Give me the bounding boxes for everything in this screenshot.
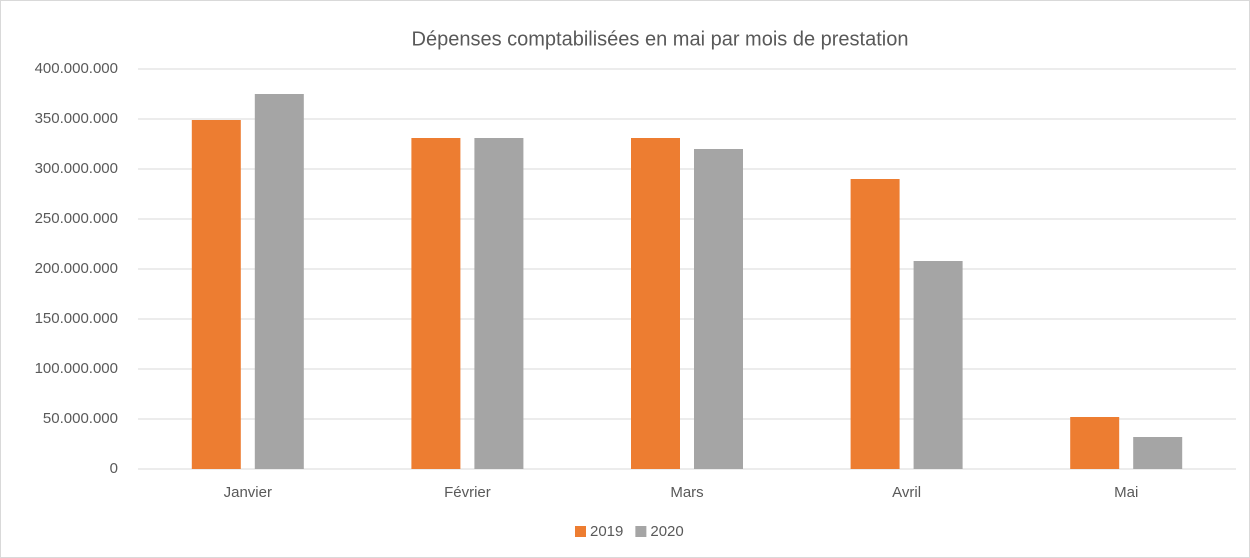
x-tick-label: Mai — [1114, 484, 1138, 501]
y-tick-label: 100.000.000 — [35, 360, 118, 377]
y-tick-label: 50.000.000 — [43, 410, 118, 427]
bar — [191, 120, 241, 469]
y-tick-label: 400.000.000 — [35, 60, 118, 77]
bar — [411, 138, 461, 469]
bar — [850, 179, 900, 469]
x-tick-label: Mars — [670, 484, 703, 501]
x-tick-label: Janvier — [224, 484, 272, 501]
legend-swatch — [635, 526, 647, 537]
bar — [913, 261, 963, 469]
x-tick-label: Février — [444, 484, 491, 501]
y-tick-label: 300.000.000 — [35, 160, 118, 177]
legend-label: 2020 — [650, 523, 683, 540]
bar — [254, 94, 304, 469]
bar — [1070, 417, 1120, 469]
legend-label: 2019 — [590, 523, 623, 540]
y-tick-label: 200.000.000 — [35, 260, 118, 277]
y-tick-label: 250.000.000 — [35, 210, 118, 227]
chart-title: Dépenses comptabilisées en mai par mois … — [412, 28, 909, 50]
bar — [694, 149, 743, 469]
x-tick-label: Avril — [892, 484, 921, 501]
y-tick-label: 350.000.000 — [35, 110, 118, 127]
bar — [474, 138, 524, 469]
y-tick-label: 0 — [110, 460, 118, 477]
y-tick-label: 150.000.000 — [35, 310, 118, 327]
bar — [1133, 437, 1183, 469]
bar — [631, 138, 680, 469]
legend-swatch — [575, 526, 586, 537]
